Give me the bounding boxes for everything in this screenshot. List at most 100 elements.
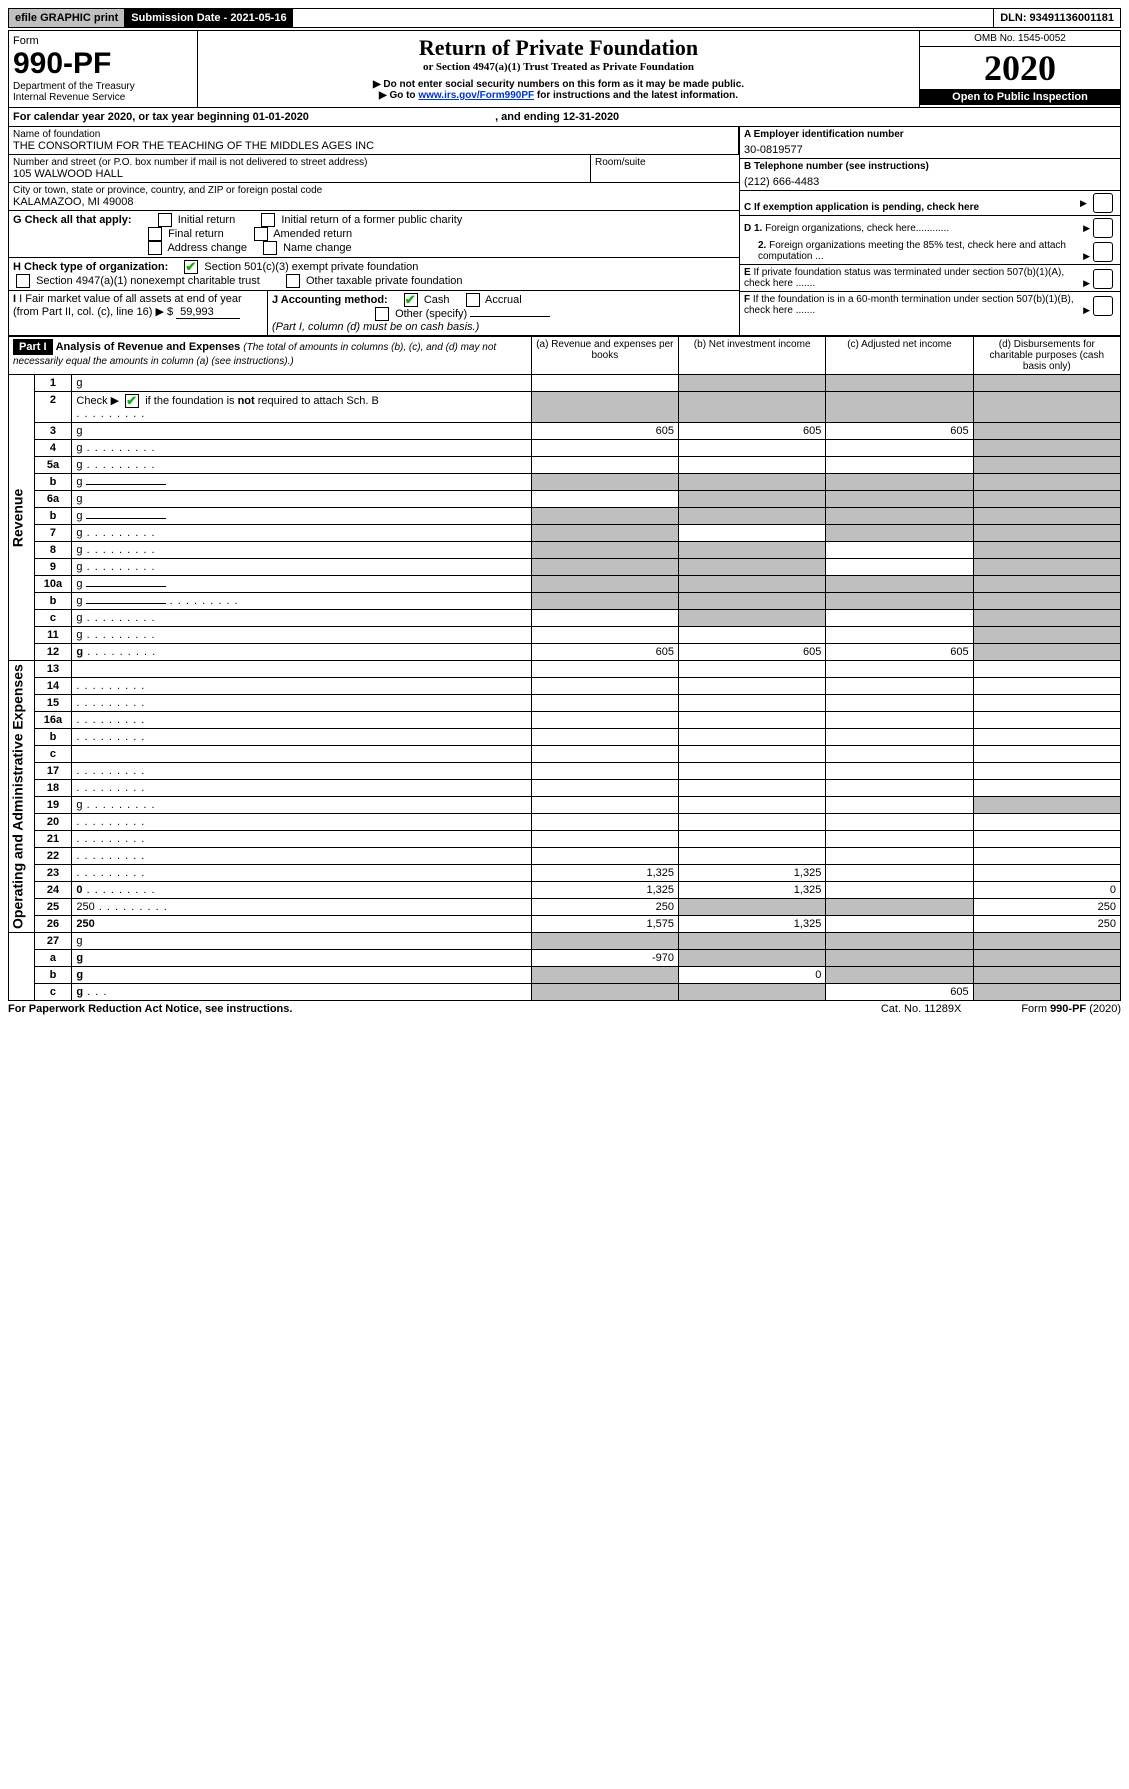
table-cell xyxy=(826,392,973,423)
table-row: 7g xyxy=(9,525,1121,542)
4947-checkbox[interactable] xyxy=(16,274,30,288)
table-row: 5ag xyxy=(9,457,1121,474)
table-cell xyxy=(679,899,826,916)
table-cell xyxy=(826,899,973,916)
table-cell xyxy=(973,627,1120,644)
table-row: 21 xyxy=(9,831,1121,848)
table-cell xyxy=(679,729,826,746)
table-cell xyxy=(531,746,678,763)
table-cell xyxy=(826,848,973,865)
foreign-org-checkbox[interactable] xyxy=(1093,218,1113,238)
dept-label: Department of the Treasury xyxy=(13,81,193,92)
line-number: 1 xyxy=(34,375,72,392)
table-cell xyxy=(531,797,678,814)
table-cell xyxy=(679,695,826,712)
calendar-year-row: For calendar year 2020, or tax year begi… xyxy=(8,108,1121,127)
501c3-checkbox[interactable] xyxy=(184,260,198,274)
other-taxable-checkbox[interactable] xyxy=(286,274,300,288)
table-cell xyxy=(826,610,973,627)
efile-button[interactable]: efile GRAPHIC print xyxy=(9,9,125,27)
accrual-checkbox[interactable] xyxy=(466,293,480,307)
table-cell: 1,575 xyxy=(531,916,678,933)
name-change-checkbox[interactable] xyxy=(263,241,277,255)
foundation-name-label: Name of foundation xyxy=(13,129,734,140)
table-cell xyxy=(679,831,826,848)
entity-info: Name of foundation THE CONSORTIUM FOR TH… xyxy=(8,127,1121,336)
table-cell xyxy=(973,457,1120,474)
other-method-checkbox[interactable] xyxy=(375,307,389,321)
table-cell xyxy=(531,712,678,729)
table-row: 2401,3251,3250 xyxy=(9,882,1121,899)
initial-return-checkbox[interactable] xyxy=(158,213,172,227)
table-row: 14 xyxy=(9,678,1121,695)
instructions-link[interactable]: www.irs.gov/Form990PF xyxy=(418,90,534,101)
line-number: 24 xyxy=(34,882,72,899)
table-cell xyxy=(826,814,973,831)
table-cell xyxy=(826,746,973,763)
table-row: 27g xyxy=(9,933,1121,950)
table-cell xyxy=(679,661,826,678)
table-cell xyxy=(973,375,1120,392)
line-description xyxy=(72,814,531,831)
table-cell xyxy=(973,474,1120,491)
section-j: J Accounting method: Cash Accrual Other … xyxy=(268,291,739,335)
table-row: ag-970 xyxy=(9,950,1121,967)
line-number: 3 xyxy=(34,423,72,440)
table-cell xyxy=(531,525,678,542)
table-cell xyxy=(531,576,678,593)
phone-label: B Telephone number (see instructions) xyxy=(744,161,1116,172)
line-description xyxy=(72,746,531,763)
table-cell xyxy=(531,848,678,865)
table-cell xyxy=(679,593,826,610)
table-cell xyxy=(531,729,678,746)
table-cell xyxy=(973,508,1120,525)
amended-return-checkbox[interactable] xyxy=(254,227,268,241)
line-description: Check ▶ if the foundation is not require… xyxy=(72,392,531,423)
table-cell xyxy=(973,831,1120,848)
line-description: 250 xyxy=(72,916,531,933)
table-row: c xyxy=(9,746,1121,763)
col-c-header: (c) Adjusted net income xyxy=(826,337,973,375)
table-cell: 605 xyxy=(679,644,826,661)
table-cell: 1,325 xyxy=(679,882,826,899)
line-description: 250 xyxy=(72,899,531,916)
table-cell xyxy=(531,661,678,678)
terminated-checkbox[interactable] xyxy=(1093,269,1113,289)
line-description: g xyxy=(72,423,531,440)
table-row: bg0 xyxy=(9,967,1121,984)
line-number: b xyxy=(34,729,72,746)
table-cell xyxy=(531,508,678,525)
final-return-checkbox[interactable] xyxy=(148,227,162,241)
table-cell xyxy=(679,392,826,423)
table-cell xyxy=(679,712,826,729)
table-cell xyxy=(531,933,678,950)
schb-checkbox[interactable] xyxy=(125,394,139,408)
table-cell xyxy=(531,967,678,984)
60month-checkbox[interactable] xyxy=(1093,296,1113,316)
initial-former-checkbox[interactable] xyxy=(261,213,275,227)
exemption-pending-checkbox[interactable] xyxy=(1093,193,1113,213)
table-cell xyxy=(973,644,1120,661)
table-cell xyxy=(973,933,1120,950)
foreign-85-checkbox[interactable] xyxy=(1093,242,1113,262)
line-number: b xyxy=(34,508,72,525)
table-cell xyxy=(826,678,973,695)
table-cell xyxy=(531,542,678,559)
line-number: 26 xyxy=(34,916,72,933)
table-row: 19g xyxy=(9,797,1121,814)
section-h: H Check type of organization: Section 50… xyxy=(9,258,739,291)
line-description xyxy=(72,780,531,797)
city-value: KALAMAZOO, MI 49008 xyxy=(13,196,735,208)
address-change-checkbox[interactable] xyxy=(148,241,162,255)
table-cell xyxy=(531,610,678,627)
table-cell xyxy=(826,440,973,457)
table-cell xyxy=(826,831,973,848)
cash-checkbox[interactable] xyxy=(404,293,418,307)
line-number: 14 xyxy=(34,678,72,695)
table-cell: 1,325 xyxy=(679,865,826,882)
table-cell xyxy=(531,440,678,457)
table-cell xyxy=(973,392,1120,423)
section-d: D 1. D 1. Foreign organizations, check h… xyxy=(740,216,1120,265)
table-cell: 0 xyxy=(679,967,826,984)
irs-label: Internal Revenue Service xyxy=(13,92,193,103)
